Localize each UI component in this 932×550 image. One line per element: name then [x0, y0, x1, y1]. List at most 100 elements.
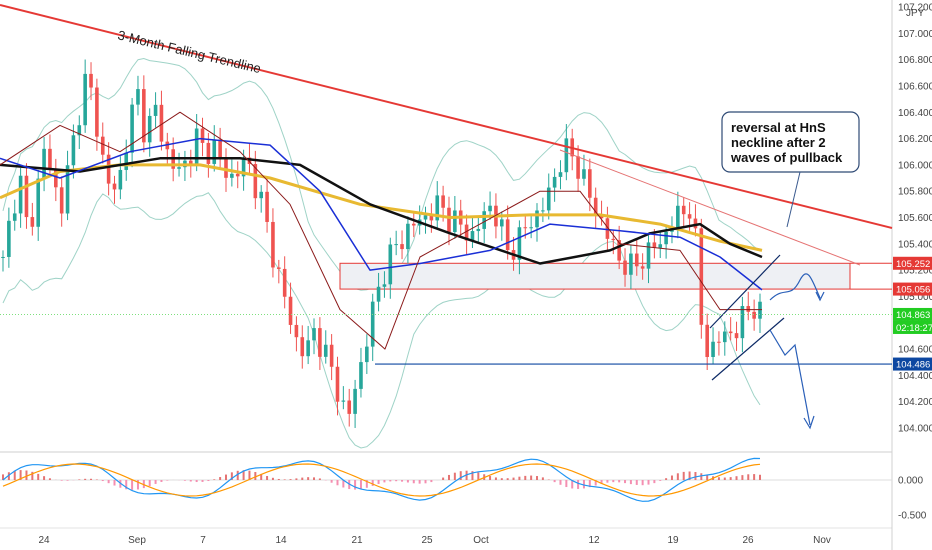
- macd-histogram-bar: [148, 480, 151, 487]
- macd-axis: 0.000 -0.500: [898, 476, 927, 522]
- macd-histogram-bar: [342, 480, 345, 488]
- macd-histogram-bar: [78, 479, 81, 480]
- macd-histogram-bar: [559, 480, 562, 485]
- candle-body: [282, 268, 287, 297]
- price-tag-box: [893, 320, 932, 334]
- macd-histogram-bar: [219, 477, 222, 480]
- candle-body: [329, 344, 334, 367]
- macd-histogram-bar: [183, 480, 186, 481]
- candle-body: [253, 164, 258, 199]
- macd-histogram-bar: [125, 480, 128, 490]
- candle-body: [717, 341, 721, 343]
- candle-body: [218, 139, 222, 158]
- macd-histogram-bar: [412, 480, 415, 484]
- candle-body: [464, 224, 469, 241]
- candle-body: [676, 205, 680, 230]
- price-tag-box: [893, 357, 932, 371]
- price-tick-label: 106.000: [898, 160, 932, 171]
- price-tick-label: 106.800: [898, 55, 932, 66]
- price-tick-label: 104.000: [898, 424, 932, 435]
- macd-histogram-bar: [136, 480, 139, 490]
- macd-histogram-bar: [735, 476, 738, 480]
- macd-histogram-bar: [670, 475, 673, 480]
- price-tick-label: 104.200: [898, 397, 932, 408]
- macd-histogram-bar: [494, 477, 497, 480]
- candle-body: [752, 311, 756, 319]
- price-tag-box: [893, 282, 932, 296]
- macd-histogram-bar: [442, 477, 445, 480]
- candle-body: [212, 139, 217, 164]
- macd-tick-label: 0.000: [898, 476, 923, 487]
- channel-upper: [709, 254, 781, 329]
- macd-histogram-bar: [236, 470, 239, 480]
- macd-histogram-bar: [2, 474, 4, 480]
- candle-body: [423, 215, 428, 220]
- macd-histogram-bar: [66, 480, 69, 481]
- macd-histogram-bar: [31, 471, 34, 480]
- macd-histogram-bar: [582, 480, 585, 489]
- channel-lower: [711, 317, 785, 381]
- macd-histogram-bar: [647, 480, 650, 485]
- time-tick-label: 25: [421, 535, 433, 546]
- candle-body: [271, 221, 275, 268]
- candle-body: [159, 104, 164, 142]
- candle-body: [36, 178, 41, 227]
- macd-histogram-bar: [166, 480, 169, 481]
- candle-body: [359, 362, 363, 389]
- candle-body: [77, 125, 82, 136]
- candle-body: [300, 337, 305, 357]
- falling-trendline: [0, 4, 893, 229]
- candle-body: [59, 187, 64, 214]
- macd-histogram-bar: [383, 480, 386, 483]
- candle-body: [200, 128, 205, 143]
- candle-body: [529, 227, 533, 229]
- price-tag-text: 105.056: [896, 285, 930, 296]
- macd-histogram-bar: [524, 475, 527, 480]
- time-tick-label: 21: [351, 535, 363, 546]
- candle-body: [734, 333, 739, 339]
- macd-histogram-bar: [618, 480, 621, 483]
- candle-body: [652, 242, 657, 248]
- candle-body: [699, 228, 704, 325]
- candle-body: [447, 207, 451, 233]
- price-tick-label: 105.400: [898, 239, 932, 250]
- macd-histogram-bar: [389, 480, 392, 482]
- macd-histogram-bar: [354, 480, 357, 490]
- candle-body: [400, 244, 404, 250]
- macd-histogram-bar: [512, 477, 515, 480]
- candle-body: [224, 157, 228, 178]
- candle-body: [681, 205, 686, 215]
- moving-average-line: [0, 157, 763, 265]
- candle-body: [482, 211, 486, 229]
- macd-tick-label: -0.500: [898, 511, 927, 522]
- macd-histogram-bar: [629, 480, 632, 485]
- candle-body: [95, 87, 99, 137]
- candle-body: [394, 244, 398, 246]
- candle-body: [177, 167, 181, 169]
- projection-arrows: [769, 273, 825, 430]
- macd-histogram-bar: [84, 478, 87, 480]
- macd-histogram-bar: [7, 472, 10, 480]
- drawn-trendlines: [0, 4, 893, 381]
- macd-histogram-bar: [588, 480, 591, 488]
- macd-histogram-bar: [277, 478, 280, 480]
- macd-histogram-bar: [518, 476, 521, 480]
- candle-body: [7, 220, 11, 257]
- price-axis[interactable]: 107.200 107.000 106.800 106.600 106.400 106.2…: [898, 3, 932, 435]
- candle-body: [265, 191, 269, 222]
- candle-body: [323, 344, 328, 357]
- candle-body: [728, 331, 733, 334]
- candle-body: [611, 238, 616, 241]
- price-tick-label: 105.600: [898, 213, 932, 224]
- price-tag-text: 105.252: [896, 259, 930, 270]
- time-axis[interactable]: 24 Sep 7 14 21 25 Oct 12 19 26 Nov: [38, 535, 830, 546]
- candle-body: [605, 218, 610, 239]
- time-tick-label: Oct: [473, 535, 489, 546]
- candle-body: [277, 267, 281, 269]
- resistance-zone: [339, 262, 892, 290]
- price-tick-label: 107.200: [898, 3, 932, 14]
- macd-histogram-bar: [289, 479, 292, 480]
- macd-panel: [0, 457, 892, 502]
- candle-body: [312, 328, 316, 341]
